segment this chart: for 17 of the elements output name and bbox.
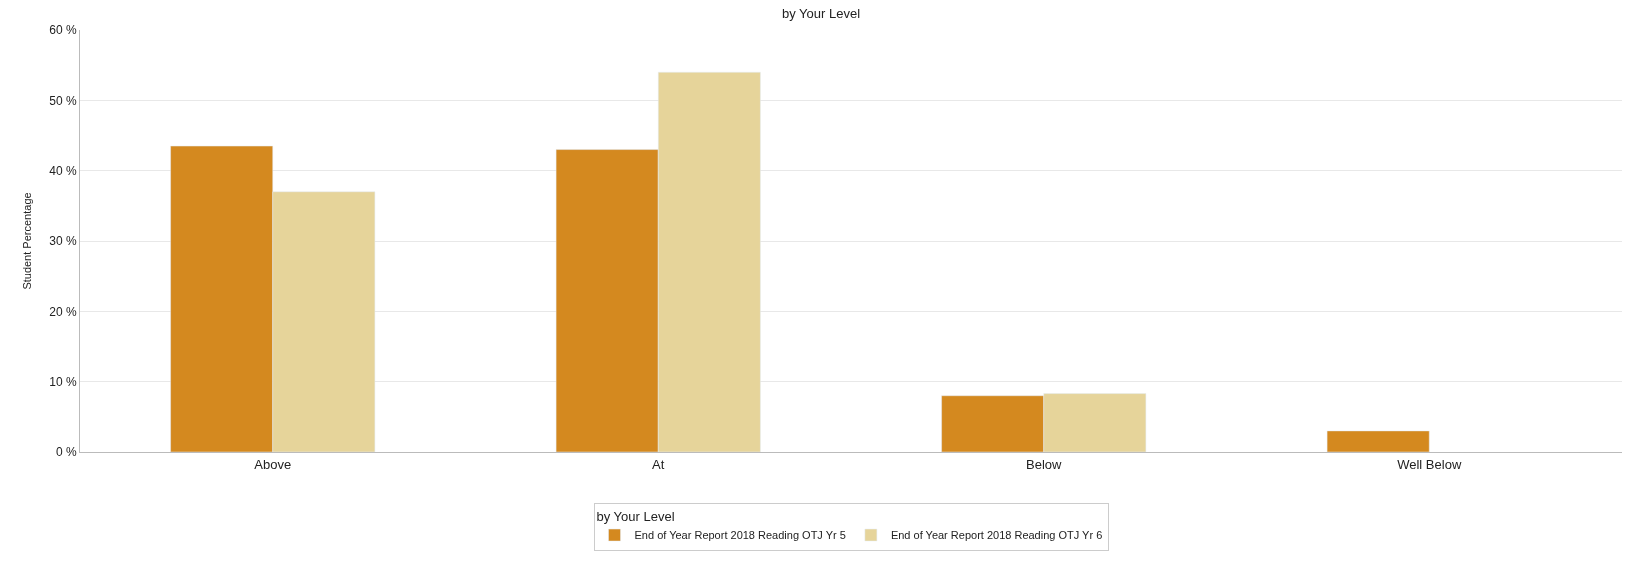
legend-label: End of Year Report 2018 Reading OTJ Yr 6 [890, 529, 1103, 542]
legend-label: End of Year Report 2018 Reading OTJ Yr 5 [634, 529, 846, 542]
chart-title: by Your Level [781, 5, 861, 21]
x-tick-label: Below [1026, 456, 1063, 472]
x-tick-label: Well Below [1397, 456, 1462, 472]
y-tick-label: 30 % [49, 234, 77, 249]
legend-title: by Your Level [596, 508, 675, 524]
bar [1326, 430, 1430, 452]
y-tick-label: 0 % [55, 445, 77, 460]
y-tick-label: 40 % [49, 163, 77, 178]
y-tick-label: 10 % [49, 374, 77, 389]
y-axis-title: Student Percentage [20, 192, 33, 290]
y-tick-label: 20 % [49, 304, 77, 319]
x-tick-label: Above [254, 456, 292, 472]
y-tick-label: 60 % [49, 23, 77, 38]
x-tick-label: At [652, 456, 665, 472]
y-tick-label: 50 % [49, 93, 77, 108]
